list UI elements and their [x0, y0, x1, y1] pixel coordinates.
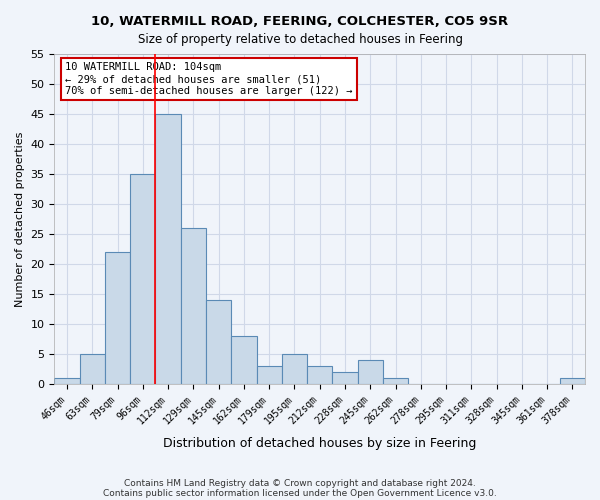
X-axis label: Distribution of detached houses by size in Feering: Distribution of detached houses by size … — [163, 437, 476, 450]
Bar — [130, 174, 155, 384]
Bar — [282, 354, 307, 384]
Bar — [257, 366, 282, 384]
Text: Contains HM Land Registry data © Crown copyright and database right 2024.: Contains HM Land Registry data © Crown c… — [124, 478, 476, 488]
Text: 10 WATERMILL ROAD: 104sqm
← 29% of detached houses are smaller (51)
70% of semi-: 10 WATERMILL ROAD: 104sqm ← 29% of detac… — [65, 62, 353, 96]
Bar — [332, 372, 358, 384]
Text: Size of property relative to detached houses in Feering: Size of property relative to detached ho… — [137, 32, 463, 46]
Bar — [55, 378, 80, 384]
Bar — [231, 336, 257, 384]
Bar — [560, 378, 585, 384]
Bar — [383, 378, 408, 384]
Bar — [155, 114, 181, 384]
Bar — [105, 252, 130, 384]
Text: 10, WATERMILL ROAD, FEERING, COLCHESTER, CO5 9SR: 10, WATERMILL ROAD, FEERING, COLCHESTER,… — [91, 15, 509, 28]
Bar — [307, 366, 332, 384]
Bar — [358, 360, 383, 384]
Bar — [80, 354, 105, 384]
Bar — [181, 228, 206, 384]
Text: Contains public sector information licensed under the Open Government Licence v3: Contains public sector information licen… — [103, 488, 497, 498]
Bar — [206, 300, 231, 384]
Y-axis label: Number of detached properties: Number of detached properties — [15, 132, 25, 307]
